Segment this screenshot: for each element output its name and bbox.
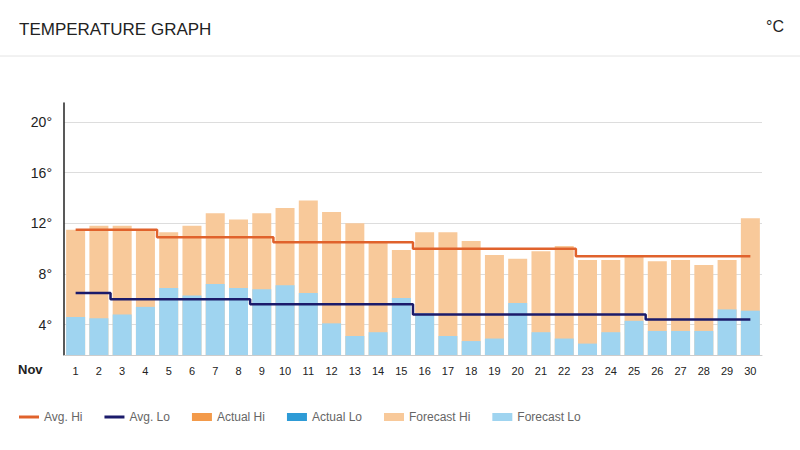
- svg-text:17: 17: [442, 365, 454, 377]
- svg-text:8: 8: [235, 365, 241, 377]
- svg-text:22: 22: [558, 365, 570, 377]
- svg-text:°C: °C: [766, 18, 784, 35]
- svg-text:12°: 12°: [31, 215, 52, 231]
- svg-text:14: 14: [372, 365, 384, 377]
- svg-text:30: 30: [744, 365, 756, 377]
- svg-text:3: 3: [119, 365, 125, 377]
- svg-text:5: 5: [166, 365, 172, 377]
- svg-text:28: 28: [698, 365, 710, 377]
- svg-text:8°: 8°: [39, 266, 52, 282]
- svg-text:25: 25: [628, 365, 640, 377]
- svg-text:1: 1: [73, 365, 79, 377]
- svg-text:26: 26: [651, 365, 663, 377]
- svg-text:16: 16: [419, 365, 431, 377]
- svg-text:Forecast Lo: Forecast Lo: [517, 410, 581, 424]
- svg-text:23: 23: [581, 365, 593, 377]
- svg-text:11: 11: [303, 365, 314, 377]
- svg-text:21: 21: [535, 365, 547, 377]
- svg-text:Actual Hi: Actual Hi: [217, 410, 265, 424]
- svg-text:Avg. Hi: Avg. Hi: [44, 410, 82, 424]
- svg-text:6: 6: [189, 365, 195, 377]
- svg-text:9: 9: [259, 365, 265, 377]
- svg-text:TEMPERATURE GRAPH: TEMPERATURE GRAPH: [19, 20, 211, 39]
- svg-text:15: 15: [395, 365, 407, 377]
- svg-text:2: 2: [96, 365, 102, 377]
- svg-text:Forecast Hi: Forecast Hi: [409, 410, 470, 424]
- svg-text:24: 24: [605, 365, 617, 377]
- svg-text:19: 19: [488, 365, 500, 377]
- svg-text:18: 18: [465, 365, 477, 377]
- svg-text:20: 20: [512, 365, 524, 377]
- svg-text:12: 12: [325, 365, 337, 377]
- svg-text:Avg. Lo: Avg. Lo: [129, 410, 170, 424]
- svg-text:Actual Lo: Actual Lo: [312, 410, 362, 424]
- svg-text:Nov: Nov: [18, 362, 43, 377]
- svg-text:27: 27: [674, 365, 686, 377]
- svg-text:16°: 16°: [31, 165, 52, 181]
- svg-text:29: 29: [721, 365, 733, 377]
- svg-text:7: 7: [212, 365, 218, 377]
- svg-text:4°: 4°: [39, 317, 52, 333]
- svg-text:13: 13: [349, 365, 361, 377]
- svg-text:4: 4: [142, 365, 148, 377]
- svg-text:20°: 20°: [31, 114, 52, 130]
- svg-text:10: 10: [279, 365, 291, 377]
